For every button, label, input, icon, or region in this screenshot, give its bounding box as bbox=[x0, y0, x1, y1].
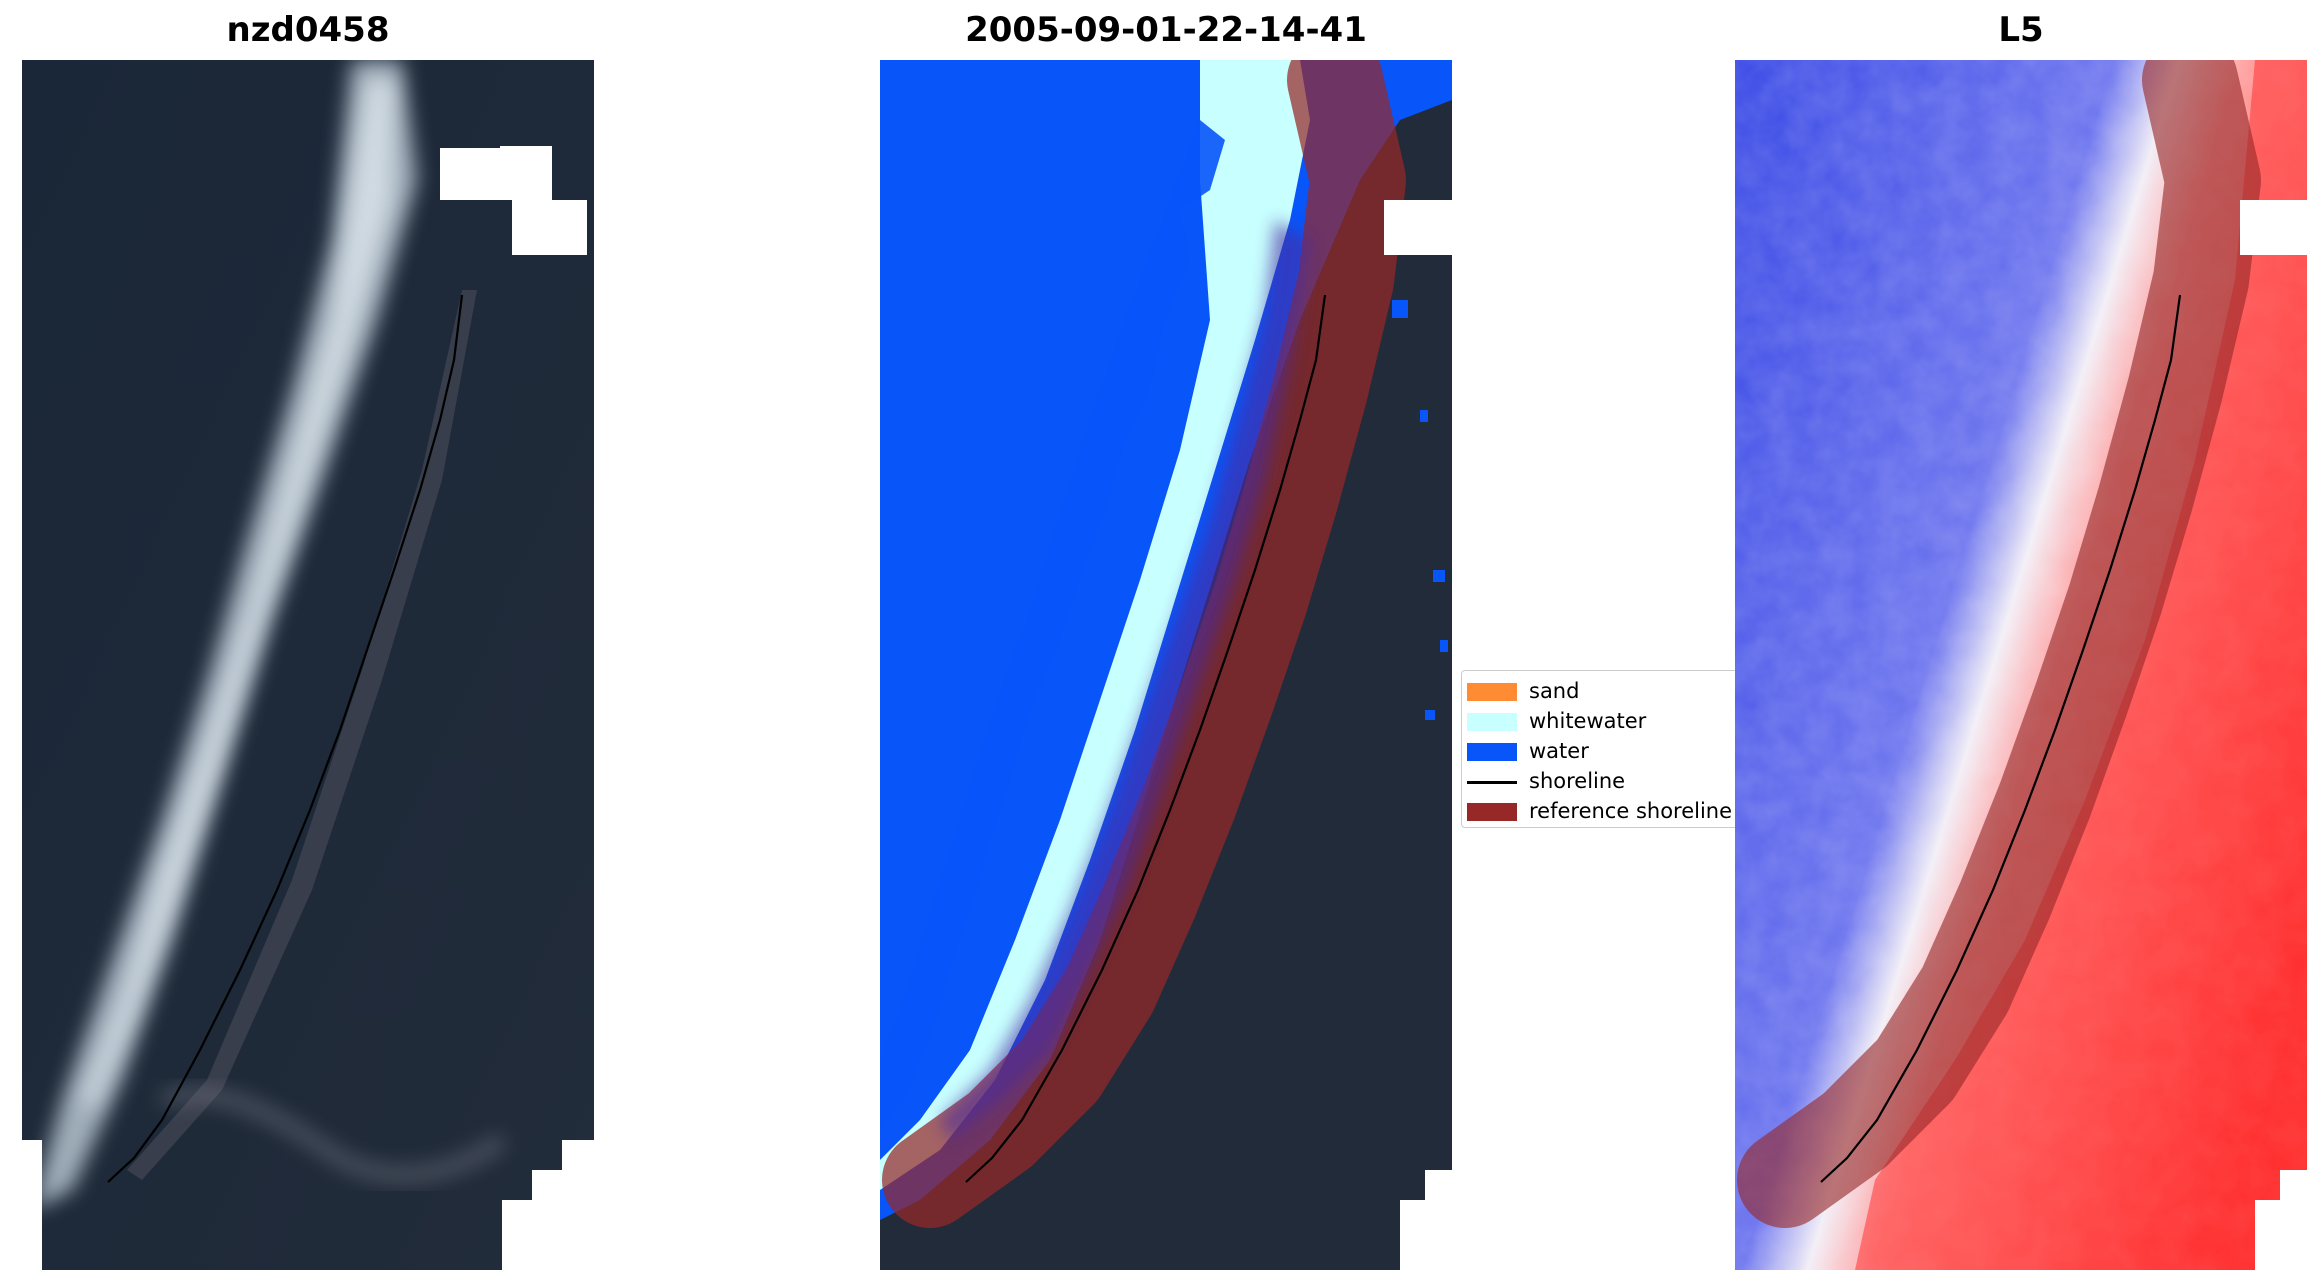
reference-shoreline-buffer bbox=[882, 60, 1406, 1228]
positive-index-region bbox=[1855, 60, 2307, 1270]
legend-label: shoreline bbox=[1529, 769, 1626, 793]
shoreline bbox=[107, 294, 464, 1183]
legend-item-sand: sand bbox=[1462, 675, 1739, 705]
water-speck bbox=[1425, 710, 1435, 720]
whitewater-swatch bbox=[1467, 713, 1517, 731]
nodata-corner bbox=[2255, 1170, 2307, 1270]
sand-swatch bbox=[1467, 683, 1517, 701]
water-speck bbox=[1433, 570, 1445, 582]
water-speck bbox=[1440, 640, 1448, 652]
cloud-mask bbox=[440, 146, 587, 255]
surf-band-core bbox=[82, 80, 394, 1110]
cloud-mask bbox=[2240, 200, 2307, 255]
nodata-corner bbox=[1400, 1170, 1452, 1270]
legend: sand whitewater water shoreline referenc… bbox=[1461, 670, 1740, 828]
surf-band bbox=[32, 60, 417, 1210]
whitewater-class bbox=[880, 60, 1310, 1190]
left-panel-title: nzd0458 bbox=[226, 10, 390, 50]
whitewater-edge bbox=[880, 120, 1225, 1130]
legend-label: sand bbox=[1529, 679, 1580, 703]
legend-item-reference-shoreline: reference shoreline bbox=[1462, 795, 1739, 825]
rgb-image-panel bbox=[22, 60, 594, 1270]
shoreline-swatch bbox=[1467, 781, 1517, 784]
reference-shoreline-swatch bbox=[1467, 803, 1517, 821]
right-panel-title: L5 bbox=[1998, 10, 2044, 50]
legend-label: whitewater bbox=[1529, 709, 1647, 733]
legend-item-shoreline: shoreline bbox=[1462, 765, 1739, 795]
foam-swirl bbox=[159, 1087, 507, 1182]
cloud-mask bbox=[1384, 200, 1452, 255]
legend-label: reference shoreline bbox=[1529, 799, 1733, 823]
classification-panel bbox=[880, 60, 1452, 1270]
water-speck bbox=[1420, 410, 1428, 422]
water-swatch bbox=[1467, 743, 1517, 761]
legend-item-water: water bbox=[1462, 735, 1739, 765]
reference-shoreline-buffer bbox=[1737, 60, 2261, 1228]
legend-item-whitewater: whitewater bbox=[1462, 705, 1739, 735]
shoreline bbox=[965, 294, 1327, 1183]
nodata-corner bbox=[22, 1140, 594, 1270]
shoreline bbox=[1820, 294, 2182, 1183]
middle-panel-title: 2005-09-01-22-14-41 bbox=[965, 10, 1367, 50]
index-map-panel bbox=[1735, 60, 2307, 1270]
legend-label: water bbox=[1529, 739, 1589, 763]
water-speck bbox=[1392, 300, 1408, 318]
water-under-buffer bbox=[940, 220, 1310, 1140]
